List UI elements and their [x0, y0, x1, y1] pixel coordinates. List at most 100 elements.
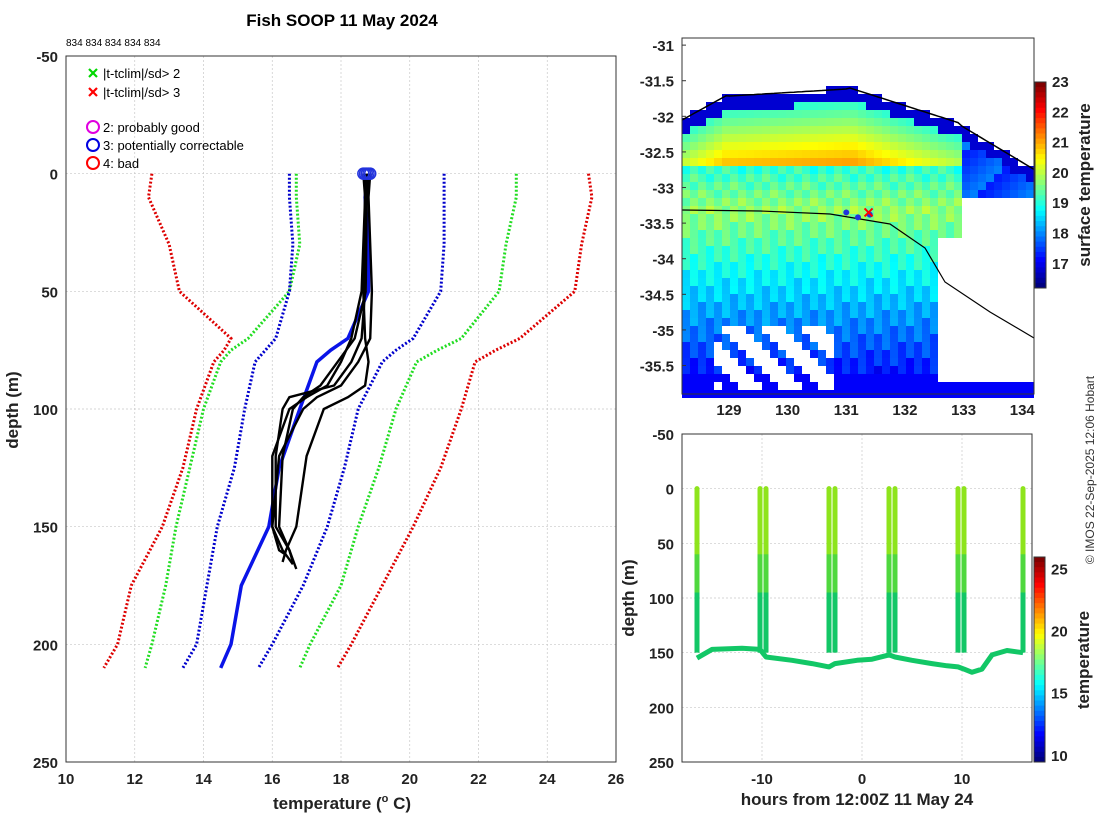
- sst-cell: [842, 286, 850, 294]
- sst-cell: [906, 222, 914, 230]
- sst-cell: [890, 110, 898, 118]
- sst-cell: [778, 206, 786, 214]
- sst-cell: [954, 222, 962, 230]
- sst-cell: [850, 310, 858, 318]
- sst-cell: [738, 254, 746, 262]
- sst-cell: [850, 262, 858, 270]
- sst-cell: [770, 294, 778, 302]
- sst-cell: [946, 222, 954, 230]
- sst-cell: [866, 198, 874, 206]
- sst-cell: [914, 118, 922, 126]
- sst-cell: [930, 182, 938, 190]
- sst-cell: [954, 126, 962, 134]
- sst-cell: [866, 230, 874, 238]
- sst-cell: [858, 102, 866, 110]
- sst-cell: [890, 302, 898, 310]
- sst-cell: [746, 310, 754, 318]
- sst-cell: [946, 182, 954, 190]
- sst-cell: [842, 366, 850, 374]
- sst-cell: [834, 158, 842, 166]
- sst-cell: [890, 318, 898, 326]
- sst-cell: [786, 198, 794, 206]
- sst-cell: [714, 230, 722, 238]
- sst-cell: [858, 166, 866, 174]
- colorbar-segment: [1035, 87, 1046, 93]
- sst-cell: [754, 294, 762, 302]
- sst-cell: [874, 302, 882, 310]
- sst-cell: [834, 94, 842, 102]
- sst-cell: [746, 214, 754, 222]
- colorbar-segment: [1035, 92, 1046, 98]
- sst-cell: [922, 166, 930, 174]
- sst-cell: [826, 190, 834, 198]
- sst-cell: [730, 342, 738, 350]
- sst-cell: [738, 214, 746, 222]
- sst-cell: [898, 206, 906, 214]
- sst-cell: [706, 238, 714, 246]
- sst-cell: [802, 110, 810, 118]
- sst-cell: [850, 142, 858, 150]
- sst-cell: [826, 294, 834, 302]
- sst-cell: [850, 366, 858, 374]
- sst-cell: [818, 230, 826, 238]
- sst-cell: [858, 382, 866, 390]
- sst-cell: [690, 166, 698, 174]
- sst-cell: [946, 134, 954, 142]
- sst-cell: [994, 158, 1002, 166]
- sst-cell: [898, 238, 906, 246]
- sst-cell: [802, 262, 810, 270]
- colorbar-segment: [1035, 200, 1046, 207]
- colorbar-segment: [1035, 102, 1046, 109]
- sst-cell: [858, 254, 866, 262]
- sst-cell: [778, 302, 786, 310]
- sst-cell: [690, 326, 698, 334]
- sst-cell: [810, 214, 818, 222]
- sst-cell: [826, 206, 834, 214]
- sst-cell: [882, 222, 890, 230]
- sst-cell: [810, 126, 818, 134]
- sst-cell: [778, 262, 786, 270]
- map-x-tick-label: 133: [951, 402, 976, 419]
- colorbar-segment: [1034, 751, 1045, 758]
- colorbar-segment: [1034, 628, 1045, 635]
- section-frame: [681, 433, 1033, 763]
- sst-cell: [850, 278, 858, 286]
- clim-sd3-low-line: [102, 173, 233, 669]
- sst-cell: [722, 382, 730, 390]
- sst-cell: [954, 142, 962, 150]
- sst-cell: [706, 270, 714, 278]
- sst-cell: [842, 230, 850, 238]
- sst-cell: [698, 310, 706, 318]
- sst-cell: [826, 158, 834, 166]
- sst-cell: [874, 206, 882, 214]
- sst-cell: [682, 142, 690, 150]
- sst-cell: [714, 278, 722, 286]
- sst-cell: [722, 318, 730, 326]
- colorbar-segment: [1035, 123, 1046, 129]
- sst-cell: [778, 142, 786, 150]
- sst-cell: [970, 174, 978, 182]
- colorbar-segment: [1035, 262, 1046, 268]
- sst-cell: [858, 182, 866, 190]
- sst-cell: [834, 198, 842, 206]
- sst-cell: [890, 126, 898, 134]
- sst-cell: [986, 382, 994, 390]
- sst-cell: [866, 270, 874, 278]
- sst-cell: [874, 278, 882, 286]
- sst-cell: [730, 110, 738, 118]
- sst-cell: [786, 238, 794, 246]
- sst-cell: [978, 142, 986, 150]
- sst-cell: [770, 110, 778, 118]
- sst-cell: [762, 254, 770, 262]
- sst-cell: [946, 150, 954, 158]
- sst-cell: [802, 286, 810, 294]
- sst-cell: [746, 326, 754, 334]
- section-y-ticks: -50 0 50 100 150 200 250: [649, 427, 674, 772]
- sst-cell: [682, 190, 690, 198]
- sst-cell: [818, 206, 826, 214]
- sst-cell: [818, 118, 826, 126]
- sst-cell: [922, 182, 930, 190]
- sst-cell: [866, 342, 874, 350]
- sst-cell: [738, 318, 746, 326]
- sst-cell: [930, 254, 938, 262]
